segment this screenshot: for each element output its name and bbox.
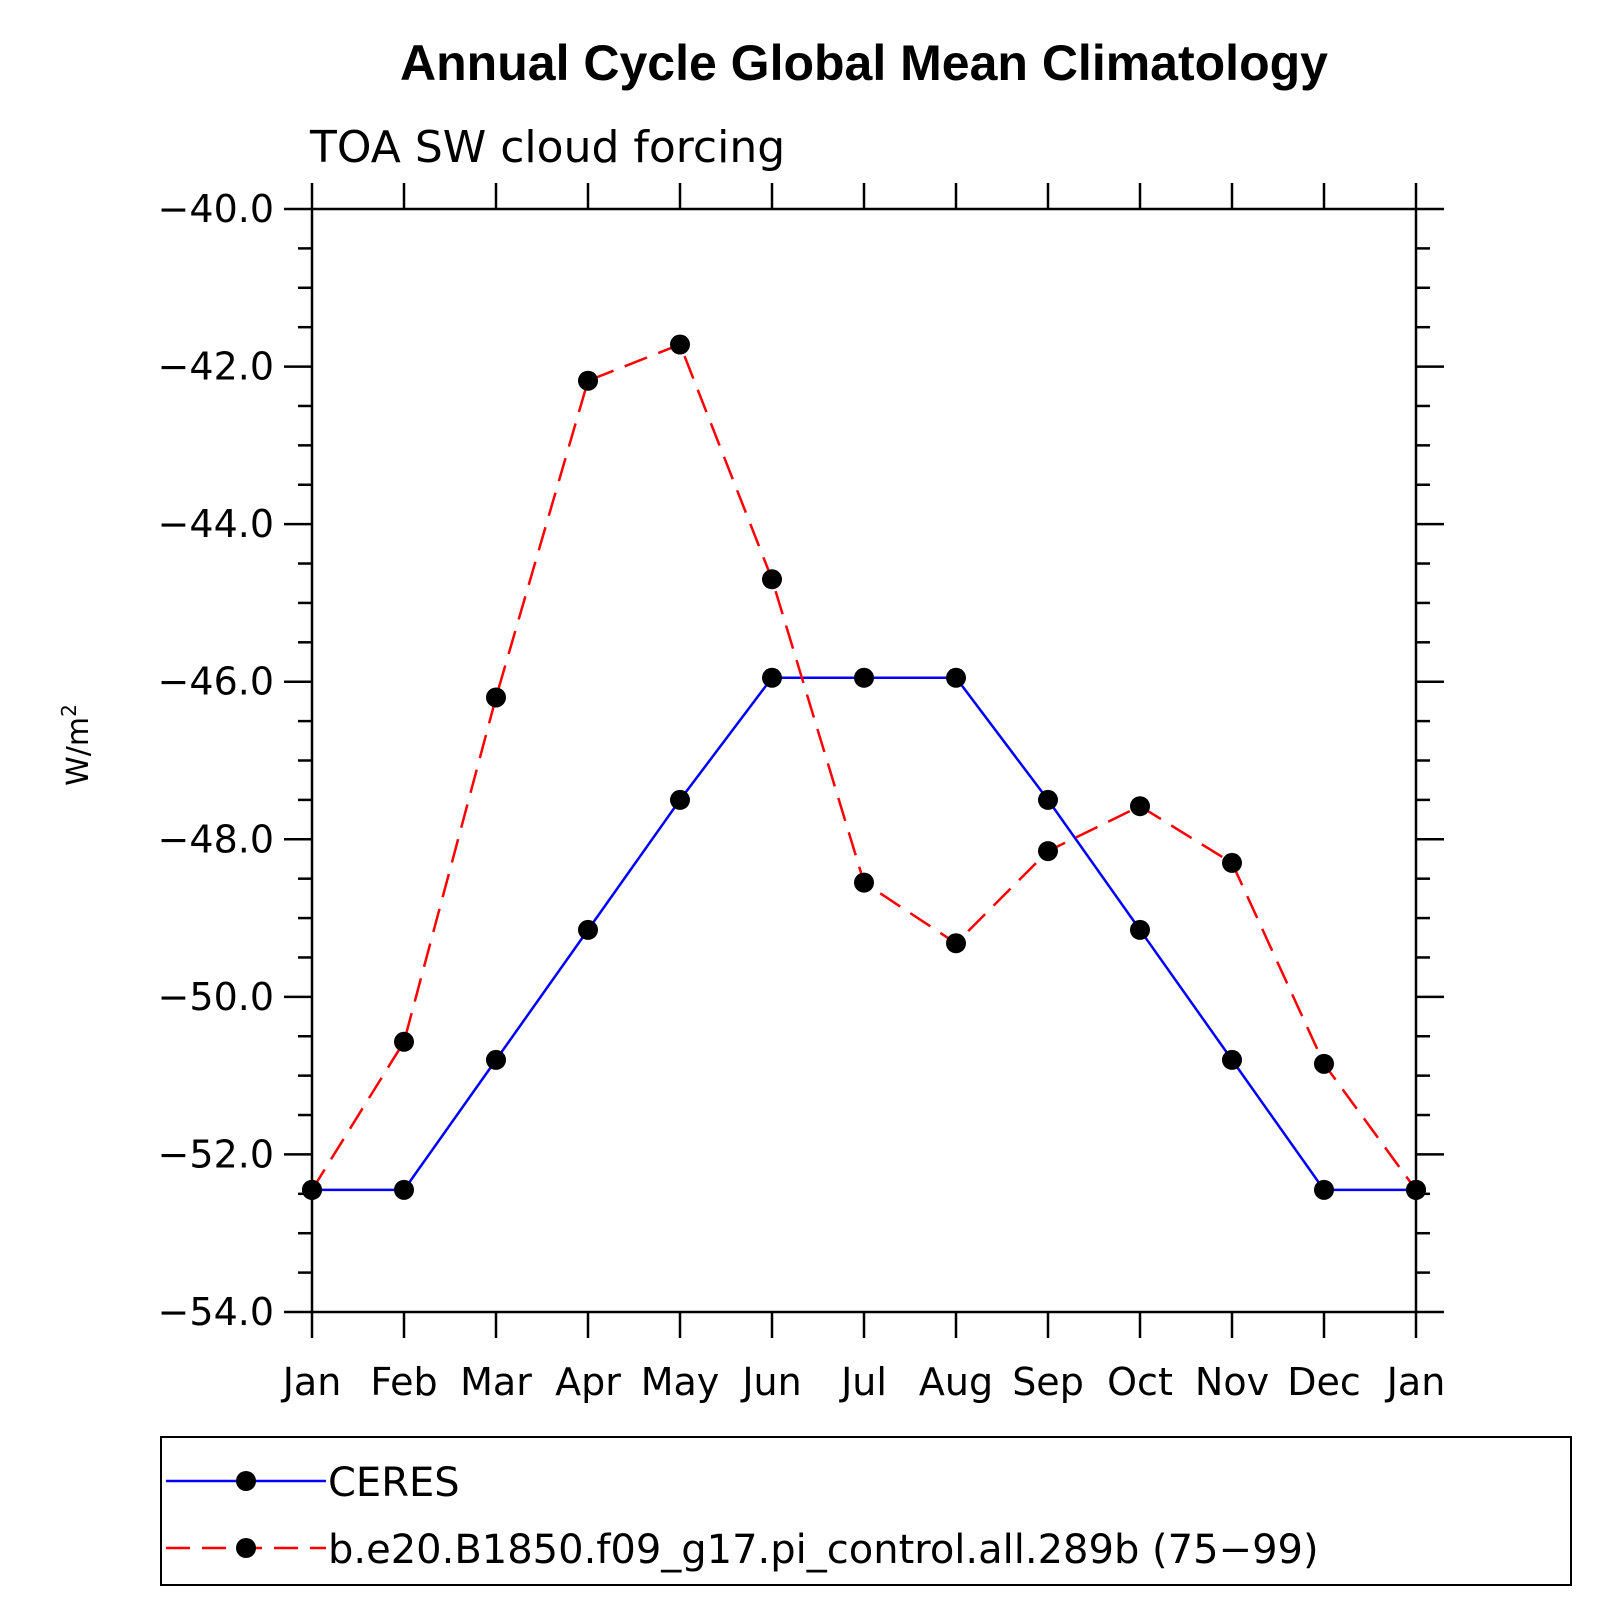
series-0-point [946,667,966,688]
series-1-point [762,569,782,590]
series-1-point [302,1179,322,1200]
series-0-point [1222,1049,1242,1070]
series-1-point [670,334,690,355]
x-tick-label: Feb [370,1360,437,1404]
legend-label-model: b.e20.B1850.f09_g17.pi_control.all.289b … [328,1527,1319,1573]
y-tick-label: −50.0 [158,975,274,1019]
x-tick-label: Sep [1012,1360,1084,1404]
x-tick-label: Jul [839,1360,887,1404]
x-tick-label: Oct [1107,1360,1173,1404]
x-tick-label: Mar [460,1360,532,1404]
y-tick-label: −48.0 [158,817,274,861]
y-tick-label: −40.0 [158,187,274,231]
chart-subtitle: TOA SW cloud forcing [309,122,785,173]
axis-ticks [284,183,1444,1338]
legend-marker [236,1471,256,1491]
series-1-point [854,872,874,893]
y-axis-label-text: W/m [61,717,96,786]
legend-entry-ceres: CERES [166,1460,460,1506]
y-tick-labels: −40.0 −42.0 −44.0 −46.0 −48.0 −50.0 −52.0 −54.0 [158,187,274,1334]
x-tick-label: Jun [740,1360,801,1404]
series-0-point [670,789,690,810]
y-axis-label-superscript: 2 [57,704,81,717]
series-1-point [1038,841,1058,862]
x-tick-labels: Jan Feb Mar Apr May Jun Jul Aug Sep Oct Nov Dec Jan [281,1360,1446,1404]
series-layer [302,334,1426,1200]
chart-title: Annual Cycle Global Mean Climatology [400,35,1328,91]
series-0-point [1038,789,1058,810]
series-1-point [946,933,966,954]
plot-frame [310,207,1418,1314]
series-1-point [1130,796,1150,817]
y-tick-label: −52.0 [158,1132,274,1176]
legend-label-ceres: CERES [328,1460,460,1506]
series-0-point [762,667,782,688]
series-1-point [1222,852,1242,873]
series-0-point [1314,1179,1334,1200]
legend-entry-model: b.e20.B1850.f09_g17.pi_control.all.289b … [166,1527,1319,1573]
x-tick-label: Nov [1195,1360,1269,1404]
series-0-point [486,1049,506,1070]
series-0-point [578,919,598,940]
x-tick-label: Aug [919,1360,993,1404]
y-axis-label: W/m2 [57,704,96,786]
legend-box [160,1436,1572,1586]
y-tick-label: −46.0 [158,660,274,704]
y-tick-label: −54.0 [158,1290,274,1334]
series-1-point [394,1031,414,1052]
svg-text:W/m2: W/m2 [57,704,96,786]
series-1-point [1406,1179,1426,1200]
series-1-point [578,370,598,391]
y-tick-label: −42.0 [158,345,274,389]
series-0-point [394,1179,414,1200]
x-tick-label: Jan [1385,1360,1446,1404]
x-tick-label: Dec [1287,1360,1361,1404]
series-line-1 [310,342,1418,1191]
x-tick-label: Jan [281,1360,342,1404]
series-line-0 [312,676,1416,1192]
y-tick-label: −44.0 [158,502,274,546]
series-1-point [486,687,506,708]
x-tick-label: May [641,1360,720,1404]
series-0-point [854,667,874,688]
legend-marker [236,1538,256,1558]
series-1-point [1314,1053,1334,1074]
series-0-point [1130,919,1150,940]
x-tick-label: Apr [555,1360,621,1404]
